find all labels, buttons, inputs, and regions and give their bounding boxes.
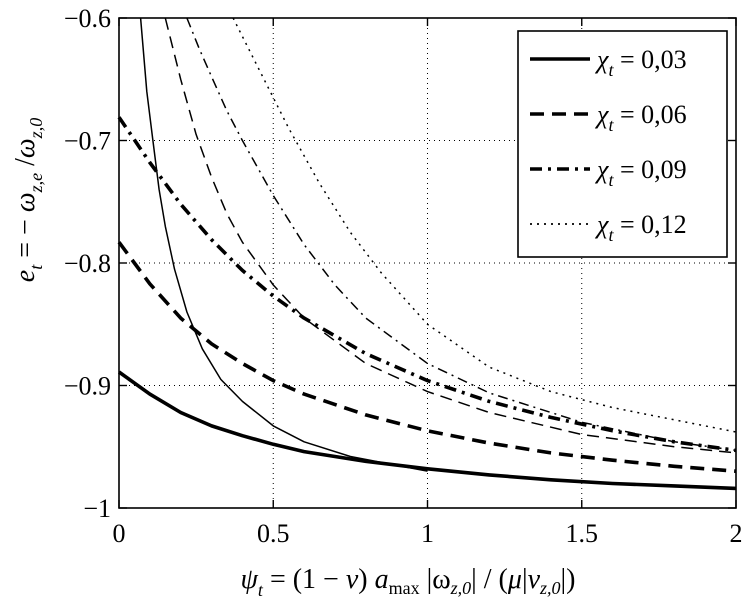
- plot-lines: [117, 17, 737, 491]
- y-axis-label: et = − ωz,e /ωz,0: [10, 118, 46, 282]
- series-2-thin-line: [164, 17, 737, 454]
- series-3-thin-line: [186, 17, 737, 452]
- axis-ticks: 0 0.5 1 1.5 2 −1 −0.9 −0.8 −0.7 −0.6: [64, 4, 743, 548]
- series-1-thin-line: [139, 17, 428, 472]
- grid: [119, 18, 736, 508]
- y-tick-label: −0.7: [64, 127, 111, 156]
- legend-label-1: χt = 0,03: [594, 45, 687, 80]
- y-tick-label: −0.9: [64, 372, 111, 401]
- series-1-thick-line: [117, 370, 737, 491]
- series-4-thin-line: [232, 17, 737, 433]
- series-3-thick-line: [117, 116, 737, 453]
- legend-label-4: χt = 0,12: [594, 210, 687, 245]
- y-tick-label: −0.6: [64, 4, 111, 33]
- legend: χt = 0,03 χt = 0,06 χt = 0,09 χt = 0,12: [517, 30, 728, 258]
- legend-label-2: χt = 0,06: [594, 100, 687, 135]
- legend-box: [517, 30, 728, 258]
- x-tick-label: 2: [730, 519, 743, 548]
- x-tick-label: 1.5: [566, 519, 599, 548]
- legend-label-3: χt = 0,09: [594, 155, 687, 190]
- x-axis-label: ψt = (1 − ν) amax |ωz,0| / (μ|vz,0|): [241, 564, 576, 600]
- y-tick-label: −1: [83, 494, 111, 523]
- x-tick-label: 0: [113, 519, 126, 548]
- y-tick-label: −0.8: [64, 249, 111, 278]
- series-2-thick-line: [117, 241, 737, 473]
- x-tick-label: 1: [421, 519, 434, 548]
- x-tick-label: 0.5: [257, 519, 290, 548]
